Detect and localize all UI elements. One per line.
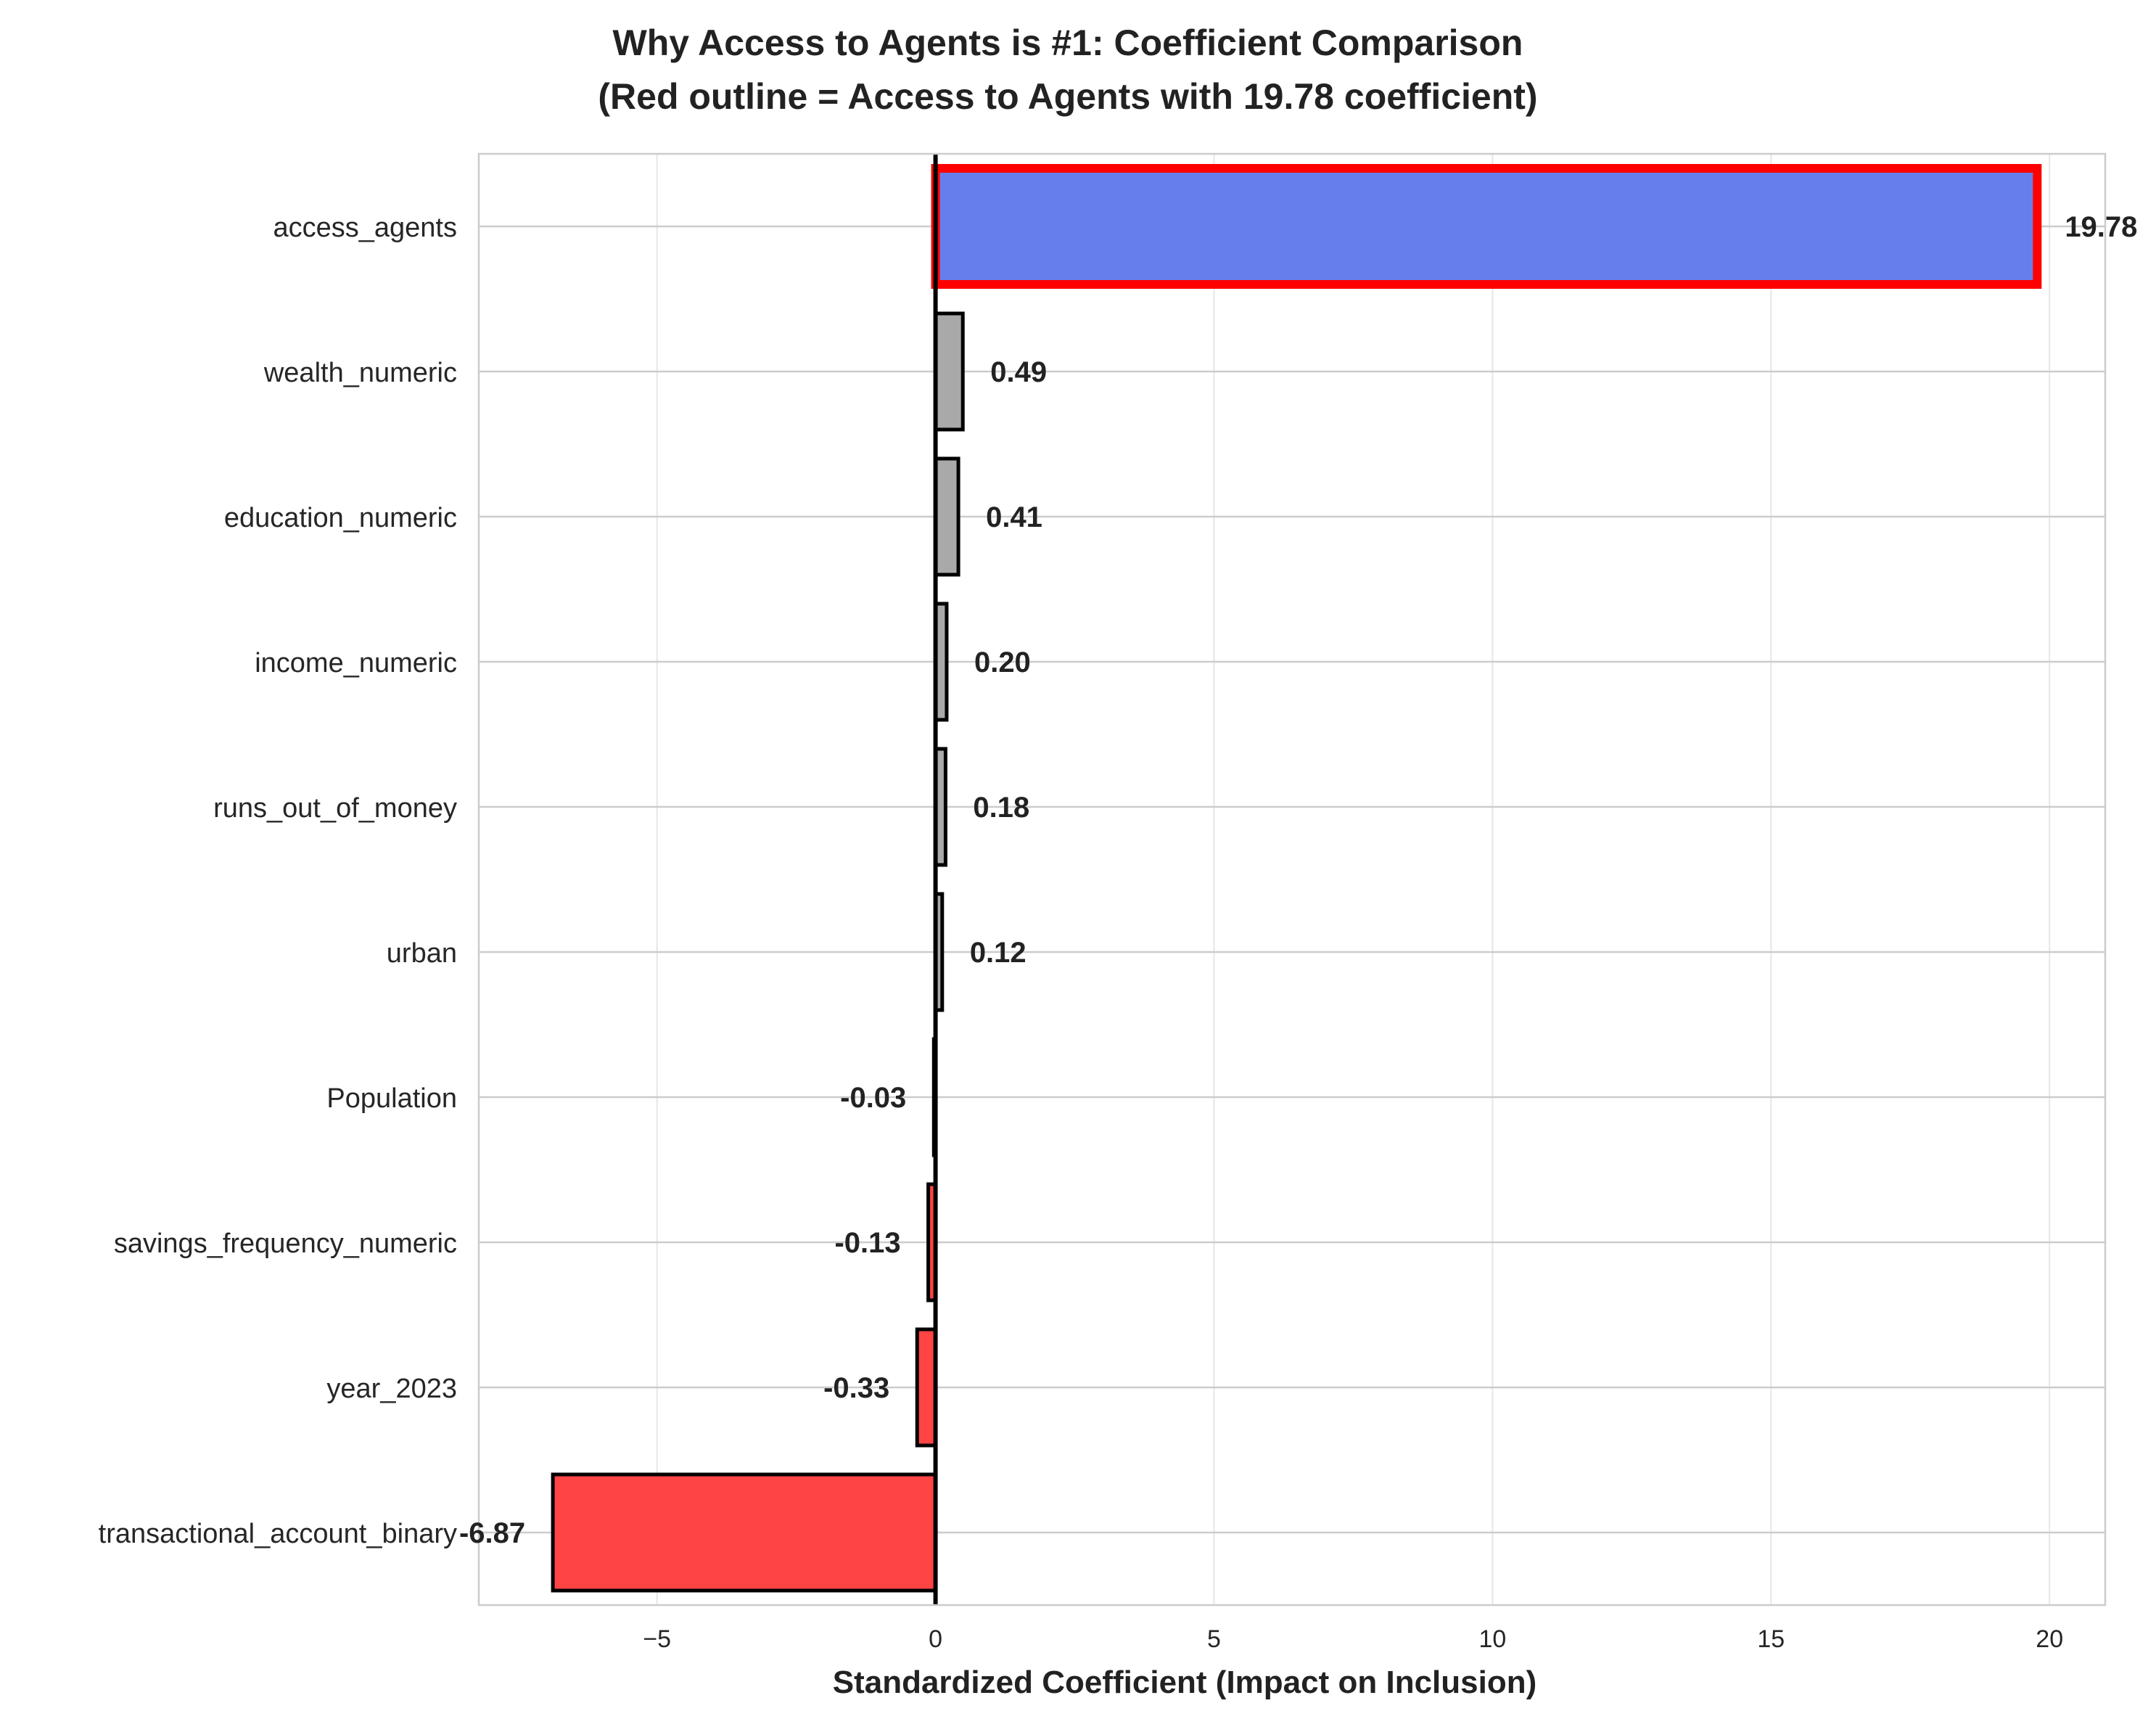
y-tick-label: access_agents [273, 213, 458, 243]
x-tick-label: −5 [643, 1625, 671, 1653]
bar-year-2023 [915, 1327, 938, 1448]
bar-education-numeric [934, 456, 960, 577]
plot-frame [477, 152, 2107, 1607]
y-tick-label: wealth_numeric [263, 358, 457, 388]
bar-transactional-account-binary [551, 1472, 938, 1593]
x-tick-label: 15 [1757, 1625, 1785, 1653]
y-tick-label: urban [387, 938, 457, 969]
value-label: 0.12 [970, 937, 1026, 969]
value-label: -0.33 [823, 1372, 889, 1404]
gridlines [479, 154, 2105, 1605]
y-tick-label: year_2023 [326, 1374, 457, 1404]
y-tick-label: income_numeric [255, 648, 457, 678]
bars [551, 164, 2042, 1593]
x-tick-labels: −5 0 5 10 15 20 [643, 1625, 2063, 1653]
value-label: 0.20 [974, 647, 1031, 678]
plot-border [477, 152, 2107, 1607]
chart-title-line-2: (Red outline = Access to Agents with 19.… [598, 76, 1537, 117]
bar-wealth-numeric [934, 311, 965, 432]
x-tick-label: 20 [2036, 1625, 2063, 1653]
value-label: -6.87 [459, 1517, 525, 1549]
y-tick-label: savings_frequency_numeric [114, 1228, 457, 1259]
value-label: 0.18 [973, 792, 1029, 824]
x-tick-label: 5 [1207, 1625, 1221, 1653]
x-axis-label: Standardized Coefficient (Impact on Incl… [833, 1665, 1537, 1700]
y-tick-labels: access_agents wealth_numeric education_num… [99, 213, 457, 1549]
y-tick-label: runs_out_of_money [213, 793, 457, 824]
value-label: 0.49 [990, 356, 1047, 388]
value-label: 0.41 [986, 501, 1042, 533]
bar-access-agents [931, 164, 2042, 289]
chart-title-line-1: Why Access to Agents is #1: Coefficient … [613, 22, 1523, 63]
value-label: 19.78 [2065, 211, 2137, 243]
value-label: -0.03 [840, 1082, 906, 1114]
y-tick-label: education_numeric [224, 503, 457, 533]
y-tick-label: transactional_account_binary [99, 1519, 457, 1549]
value-labels: 19.78 0.49 0.41 0.20 0.18 0.12 -0.03 -0.13 -0.33… [459, 211, 2137, 1549]
value-label: -0.13 [834, 1227, 900, 1259]
y-tick-label: Population [326, 1083, 457, 1114]
x-tick-label: 10 [1478, 1625, 1506, 1653]
x-tick-label: 0 [929, 1625, 942, 1653]
